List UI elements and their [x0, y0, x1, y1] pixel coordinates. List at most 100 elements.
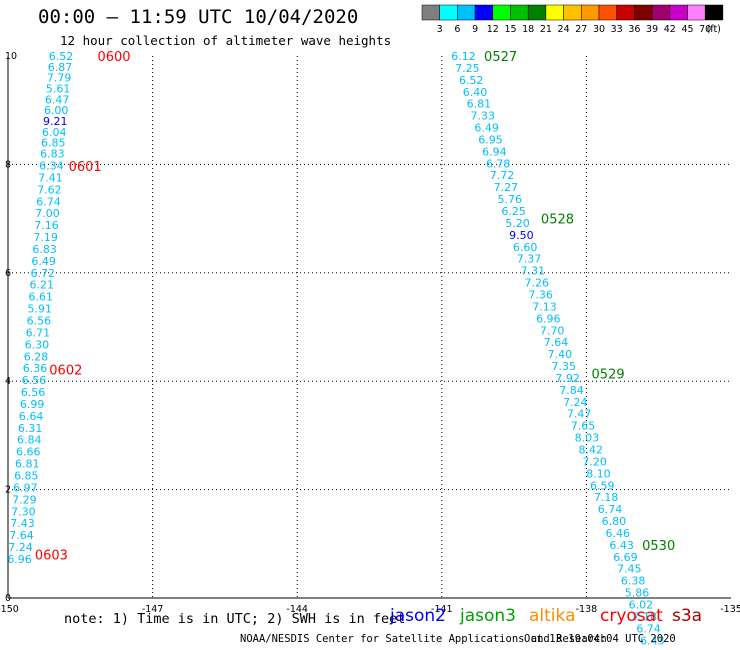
swh-value-label: 7.16 [34, 219, 59, 232]
swh-value-label: 7.19 [33, 231, 58, 244]
legend-swatch [474, 4, 494, 21]
swh-value-label: 5.76 [498, 193, 523, 206]
legend-label: 24 [558, 24, 570, 35]
swh-value-label: 6.56 [22, 374, 47, 387]
y-tick-label: 0 [5, 593, 11, 604]
pass-time-label: 0530 [642, 539, 675, 554]
legend-label: 27 [575, 24, 587, 35]
legend-unit: (ft) [707, 24, 721, 35]
swh-value-label: 6.56 [27, 314, 52, 327]
swh-value-label: 6.02 [629, 599, 654, 612]
swh-value-label: 6.71 [26, 326, 51, 339]
page-title: 00:00 – 11:59 UTC 10/04/2020 [38, 6, 359, 28]
grid [8, 56, 731, 598]
legend-label: 3 [437, 24, 443, 35]
legend-swatch [439, 4, 458, 21]
legend-label: 30 [593, 24, 605, 35]
swh-value-label: 5.61 [46, 83, 71, 96]
swh-value-label: 7.35 [551, 360, 576, 373]
swh-value-label: 6.61 [29, 291, 54, 304]
legend-altika: altika [529, 606, 576, 626]
swh-value-label: 7.30 [11, 505, 36, 518]
x-tick-label: -141 [431, 604, 453, 615]
swh-value-label: 6.12 [451, 50, 476, 63]
footer-note: note: 1) Time is in UTC; 2) SWH is in fe… [64, 611, 406, 627]
swh-value-label: 9.21 [43, 115, 68, 128]
swh-value-label: 7.43 [10, 517, 35, 530]
swh-value-label: 7.36 [528, 288, 553, 301]
swh-value-label: 6.59 [590, 479, 615, 492]
swh-value-label: 6.94 [482, 145, 507, 158]
swh-value-label: 8.03 [575, 432, 600, 445]
swh-value-label: 7.33 [471, 110, 496, 123]
swh-value-label: 6.34 [39, 159, 64, 172]
swh-value-label: 7.84 [559, 384, 584, 397]
legend-swatch [598, 4, 617, 21]
swh-value-label: 6.52 [49, 50, 74, 63]
credit-line: NOAA/NESDIS Center for Satellite Applica… [240, 633, 607, 645]
swh-value-label: 7.26 [525, 277, 550, 290]
swh-value-label: 6.72 [30, 267, 55, 280]
swh-value-label: 6.31 [18, 422, 43, 435]
legend-swatch [704, 4, 724, 21]
swh-value-label: 7.37 [517, 253, 542, 266]
swh-value-label: 7.45 [617, 563, 642, 576]
y-tick-label: 2 [5, 485, 11, 496]
pass-time-label: 0528 [541, 213, 574, 228]
legend-jason2: jason2 [390, 606, 446, 626]
legend-swatch [545, 4, 564, 21]
swh-value-label: 6.96 [7, 553, 32, 566]
legend-label: 6 [454, 24, 460, 35]
swh-value-label: 6.64 [19, 410, 44, 423]
generated-timestamp: Oct 13 19:04:04 UTC 2020 [524, 633, 676, 645]
swh-value-label: 7.18 [632, 610, 657, 623]
legend-label: 21 [540, 24, 552, 35]
swh-value-label: 6.28 [24, 350, 49, 363]
legend-swatch [634, 4, 653, 21]
swh-value-label: 9.50 [509, 229, 534, 242]
pass-time-label: 0527 [484, 50, 517, 65]
legend-swatch [651, 4, 671, 21]
legend-s3a: s3a [672, 606, 703, 626]
x-tick-label: -147 [142, 604, 164, 615]
pass-time-label: 0602 [49, 363, 82, 378]
swh-value-label: 5.20 [505, 217, 530, 230]
swh-value-label: 7.72 [490, 169, 515, 182]
x-tick-label: -135 [720, 604, 740, 615]
legend-swatch [581, 4, 600, 21]
legend-swatch [563, 4, 582, 21]
swh-value-label: 7.47 [567, 408, 592, 421]
swh-value-label: 7.79 [47, 72, 72, 85]
legend-swatch [669, 4, 688, 21]
swh-value-label: 6.69 [613, 551, 638, 564]
swh-value-label: 7.31 [521, 265, 546, 278]
swh-value-label: 7.41 [38, 171, 63, 184]
swh-value-label: 6.60 [513, 241, 538, 254]
legend-swatch [421, 4, 440, 21]
legend-swatch [687, 4, 706, 21]
y-tick-label: 6 [5, 268, 11, 279]
swh-value-label: 7.62 [37, 183, 62, 196]
swh-value-label: 6.25 [501, 205, 526, 218]
legend-swatch [457, 4, 476, 21]
legend-label: 70 [699, 24, 711, 35]
swh-value-label: 6.81 [467, 98, 492, 111]
swh-value-label: 6.80 [602, 515, 627, 528]
legend-swatch [510, 4, 529, 21]
swh-value-label: 7.29 [12, 493, 37, 506]
legend-swatch [616, 4, 635, 21]
plot-area [7, 56, 731, 599]
swh-value-label: 7.92 [555, 372, 580, 385]
swh-value-label: 7.25 [455, 62, 480, 75]
legend-label: 45 [681, 24, 693, 35]
legend-label: 18 [522, 24, 534, 35]
legend-label: 42 [664, 24, 676, 35]
swh-value-label: 7.64 [9, 529, 34, 542]
swh-value-label: 6.74 [598, 503, 623, 516]
swh-value-label: 7.40 [548, 348, 573, 361]
swh-value-label: 8.42 [578, 443, 603, 456]
swh-value-label: 6.99 [20, 398, 45, 411]
swh-value-label: 6.85 [41, 137, 66, 150]
legend-swatch [527, 4, 547, 21]
legend-label: 12 [487, 24, 499, 35]
